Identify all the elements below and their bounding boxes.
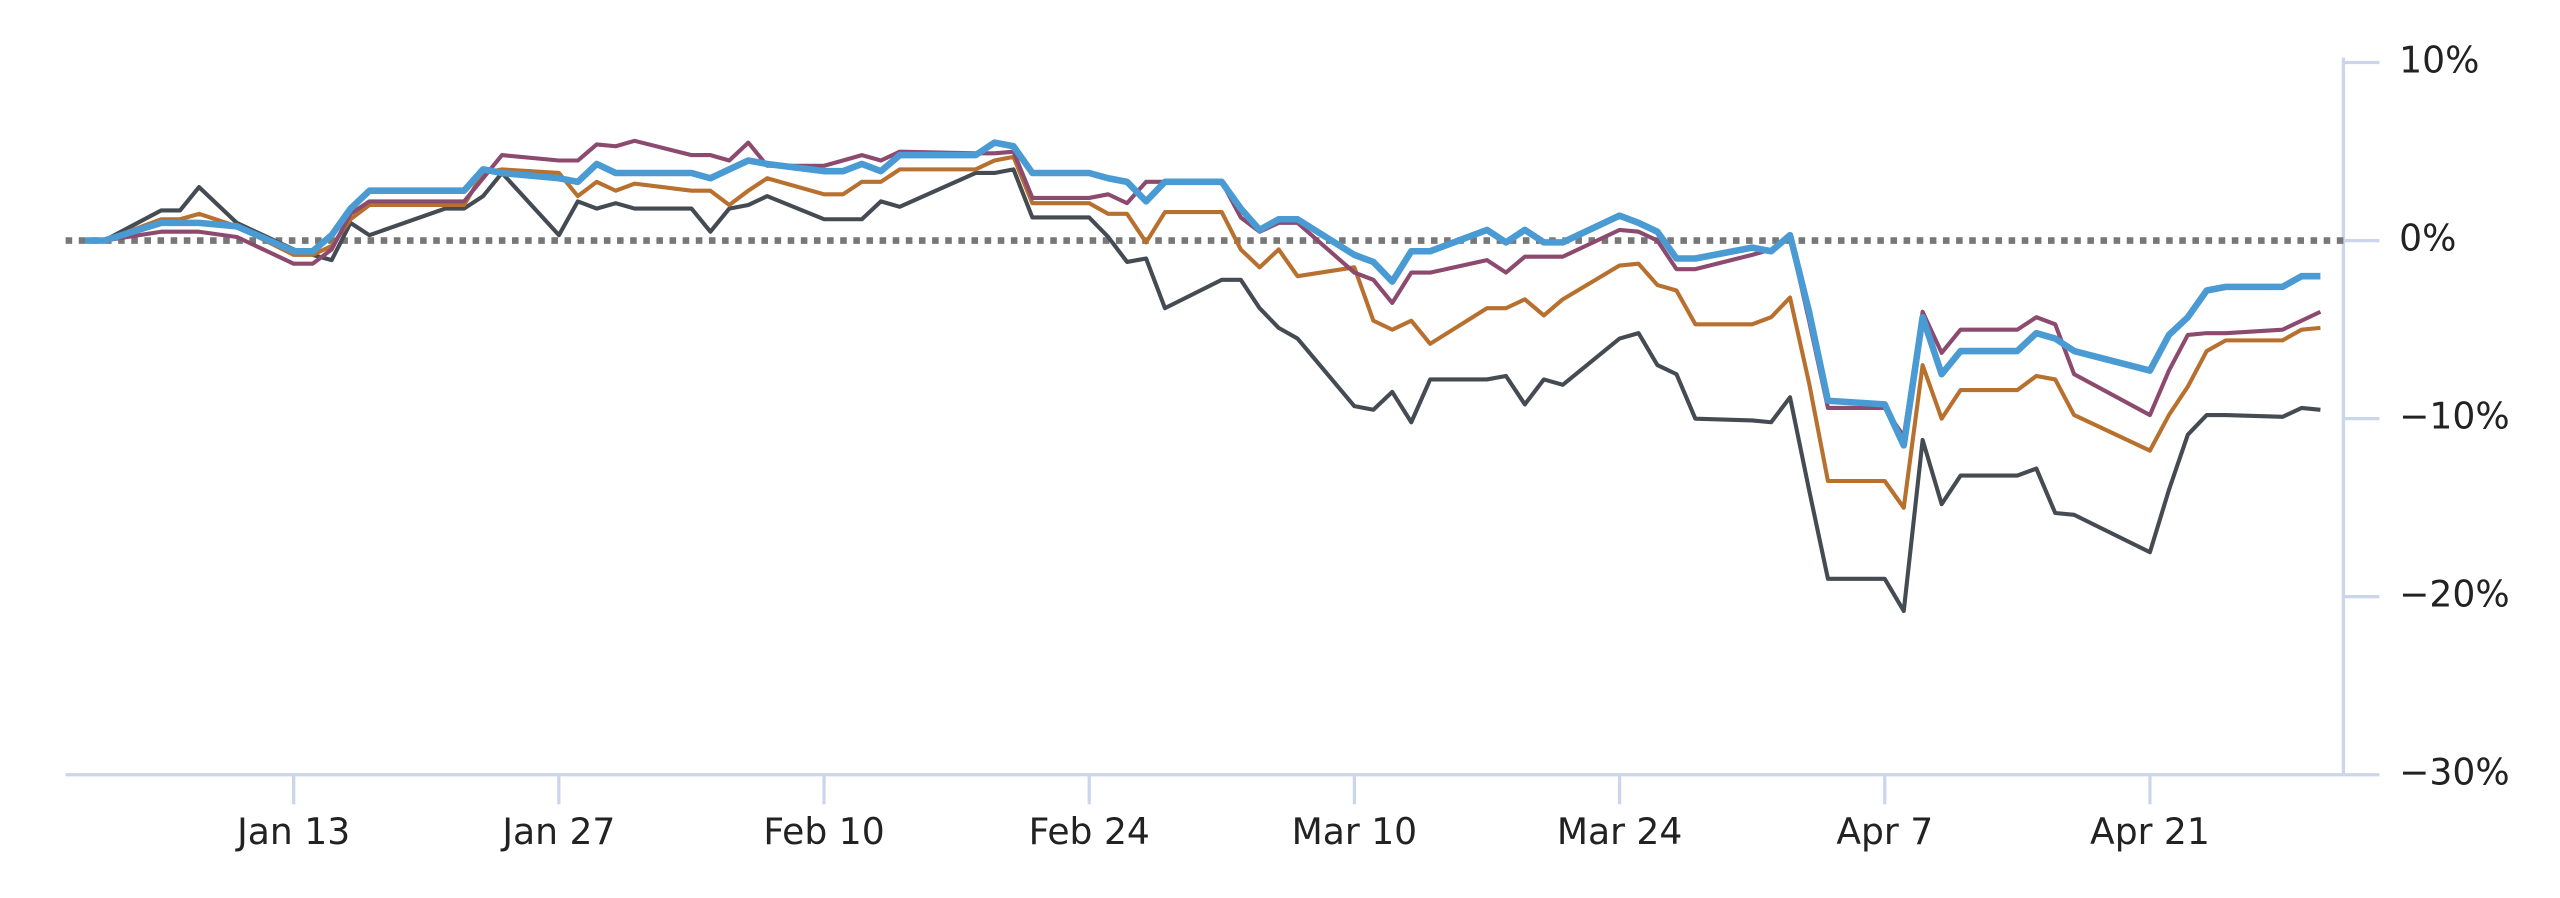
x-tick-label: Jan 13 (235, 810, 350, 853)
x-tick-label: Feb 24 (1029, 810, 1150, 853)
x-tick-label: Jan 27 (500, 810, 615, 853)
y-tick-label: 0% (2399, 217, 2456, 260)
series-line (85, 139, 2321, 449)
x-tick-label: Apr 7 (1836, 810, 1933, 853)
y-tick-label: −10% (2399, 395, 2509, 438)
x-tick-label: Feb 10 (763, 810, 884, 853)
series-line (85, 154, 2321, 510)
x-tick-label: Mar 10 (1292, 810, 1418, 853)
y-tick-label: 10% (2399, 39, 2479, 82)
x-tick-label: Mar 24 (1557, 810, 1682, 853)
y-tick-label: −30% (2399, 751, 2509, 794)
y-tick-label: −20% (2399, 573, 2509, 616)
x-tick-label: Apr 21 (2090, 810, 2210, 853)
series-line (85, 167, 2321, 614)
